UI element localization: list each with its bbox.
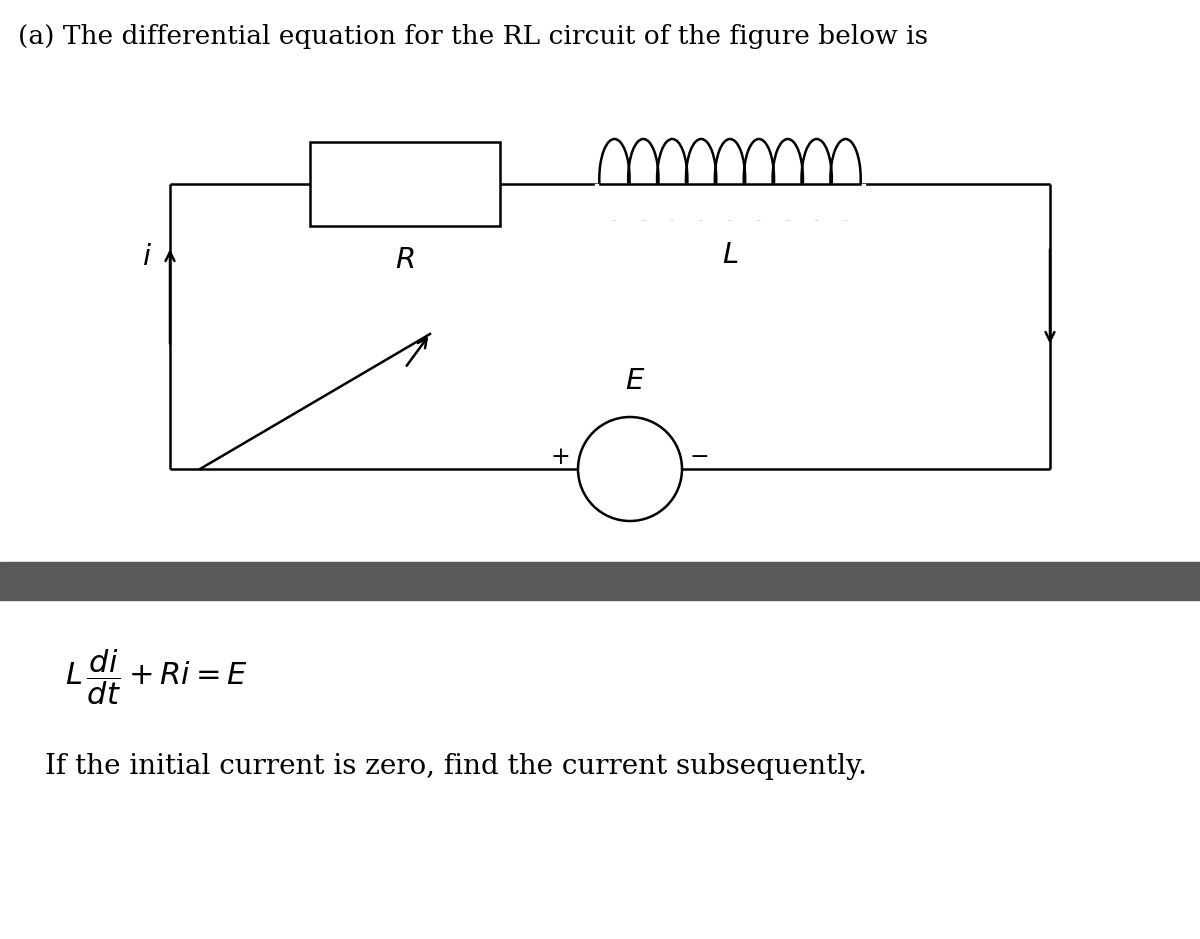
Text: $i$: $i$	[142, 242, 152, 270]
Bar	[310, 142, 500, 226]
Text: $R$: $R$	[395, 246, 415, 274]
Text: $L$: $L$	[721, 241, 738, 269]
Text: (a) The differential equation for the RL circuit of the figure below is: (a) The differential equation for the RL…	[18, 24, 928, 49]
Circle shape	[578, 417, 682, 521]
Bar	[0, 562, 1200, 600]
Text: If the initial current is zero, find the current subsequently.: If the initial current is zero, find the…	[46, 753, 866, 780]
Bar	[595, 184, 865, 219]
Text: +: +	[551, 445, 570, 469]
Text: −: −	[690, 445, 709, 469]
Text: $E$: $E$	[625, 367, 646, 395]
Text: $L\,\dfrac{di}{dt} + Ri = E$: $L\,\dfrac{di}{dt} + Ri = E$	[65, 647, 248, 707]
